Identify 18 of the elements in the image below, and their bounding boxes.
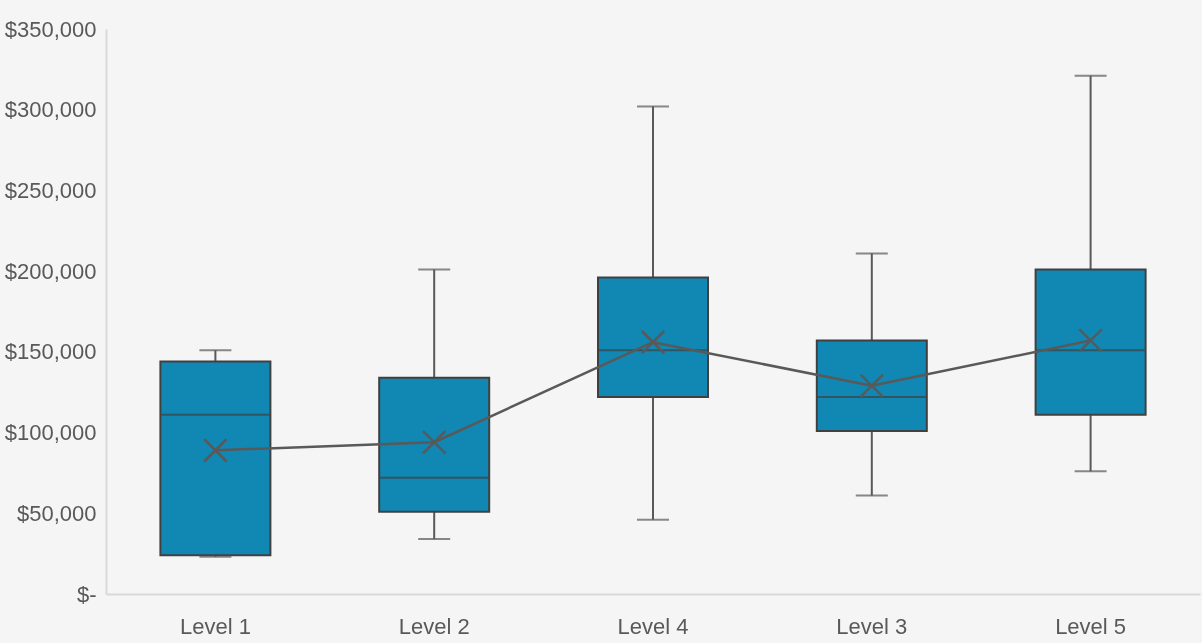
point xyxy=(640,329,666,355)
y-tick-label: $- xyxy=(76,581,97,607)
y-tick-label: $200,000 xyxy=(4,258,97,284)
y-tick-label: $50,000 xyxy=(16,500,97,526)
x-tick-label: Level 5 xyxy=(1055,613,1127,639)
x-tick-label: Level 3 xyxy=(836,613,908,639)
x-tick-label: Level 1 xyxy=(179,613,251,639)
y-tick-label: $100,000 xyxy=(4,420,97,446)
x-tick-label: Level 4 xyxy=(617,613,689,639)
y-tick-label: $250,000 xyxy=(4,177,97,203)
point xyxy=(202,437,228,463)
point xyxy=(859,373,885,399)
point xyxy=(1078,328,1104,353)
y-tick-label: $300,000 xyxy=(4,97,97,123)
point xyxy=(421,429,447,455)
y-tick-label: $350,000 xyxy=(4,16,97,42)
x-tick-label: Level 2 xyxy=(398,613,470,639)
y-tick-label: $150,000 xyxy=(4,339,97,365)
